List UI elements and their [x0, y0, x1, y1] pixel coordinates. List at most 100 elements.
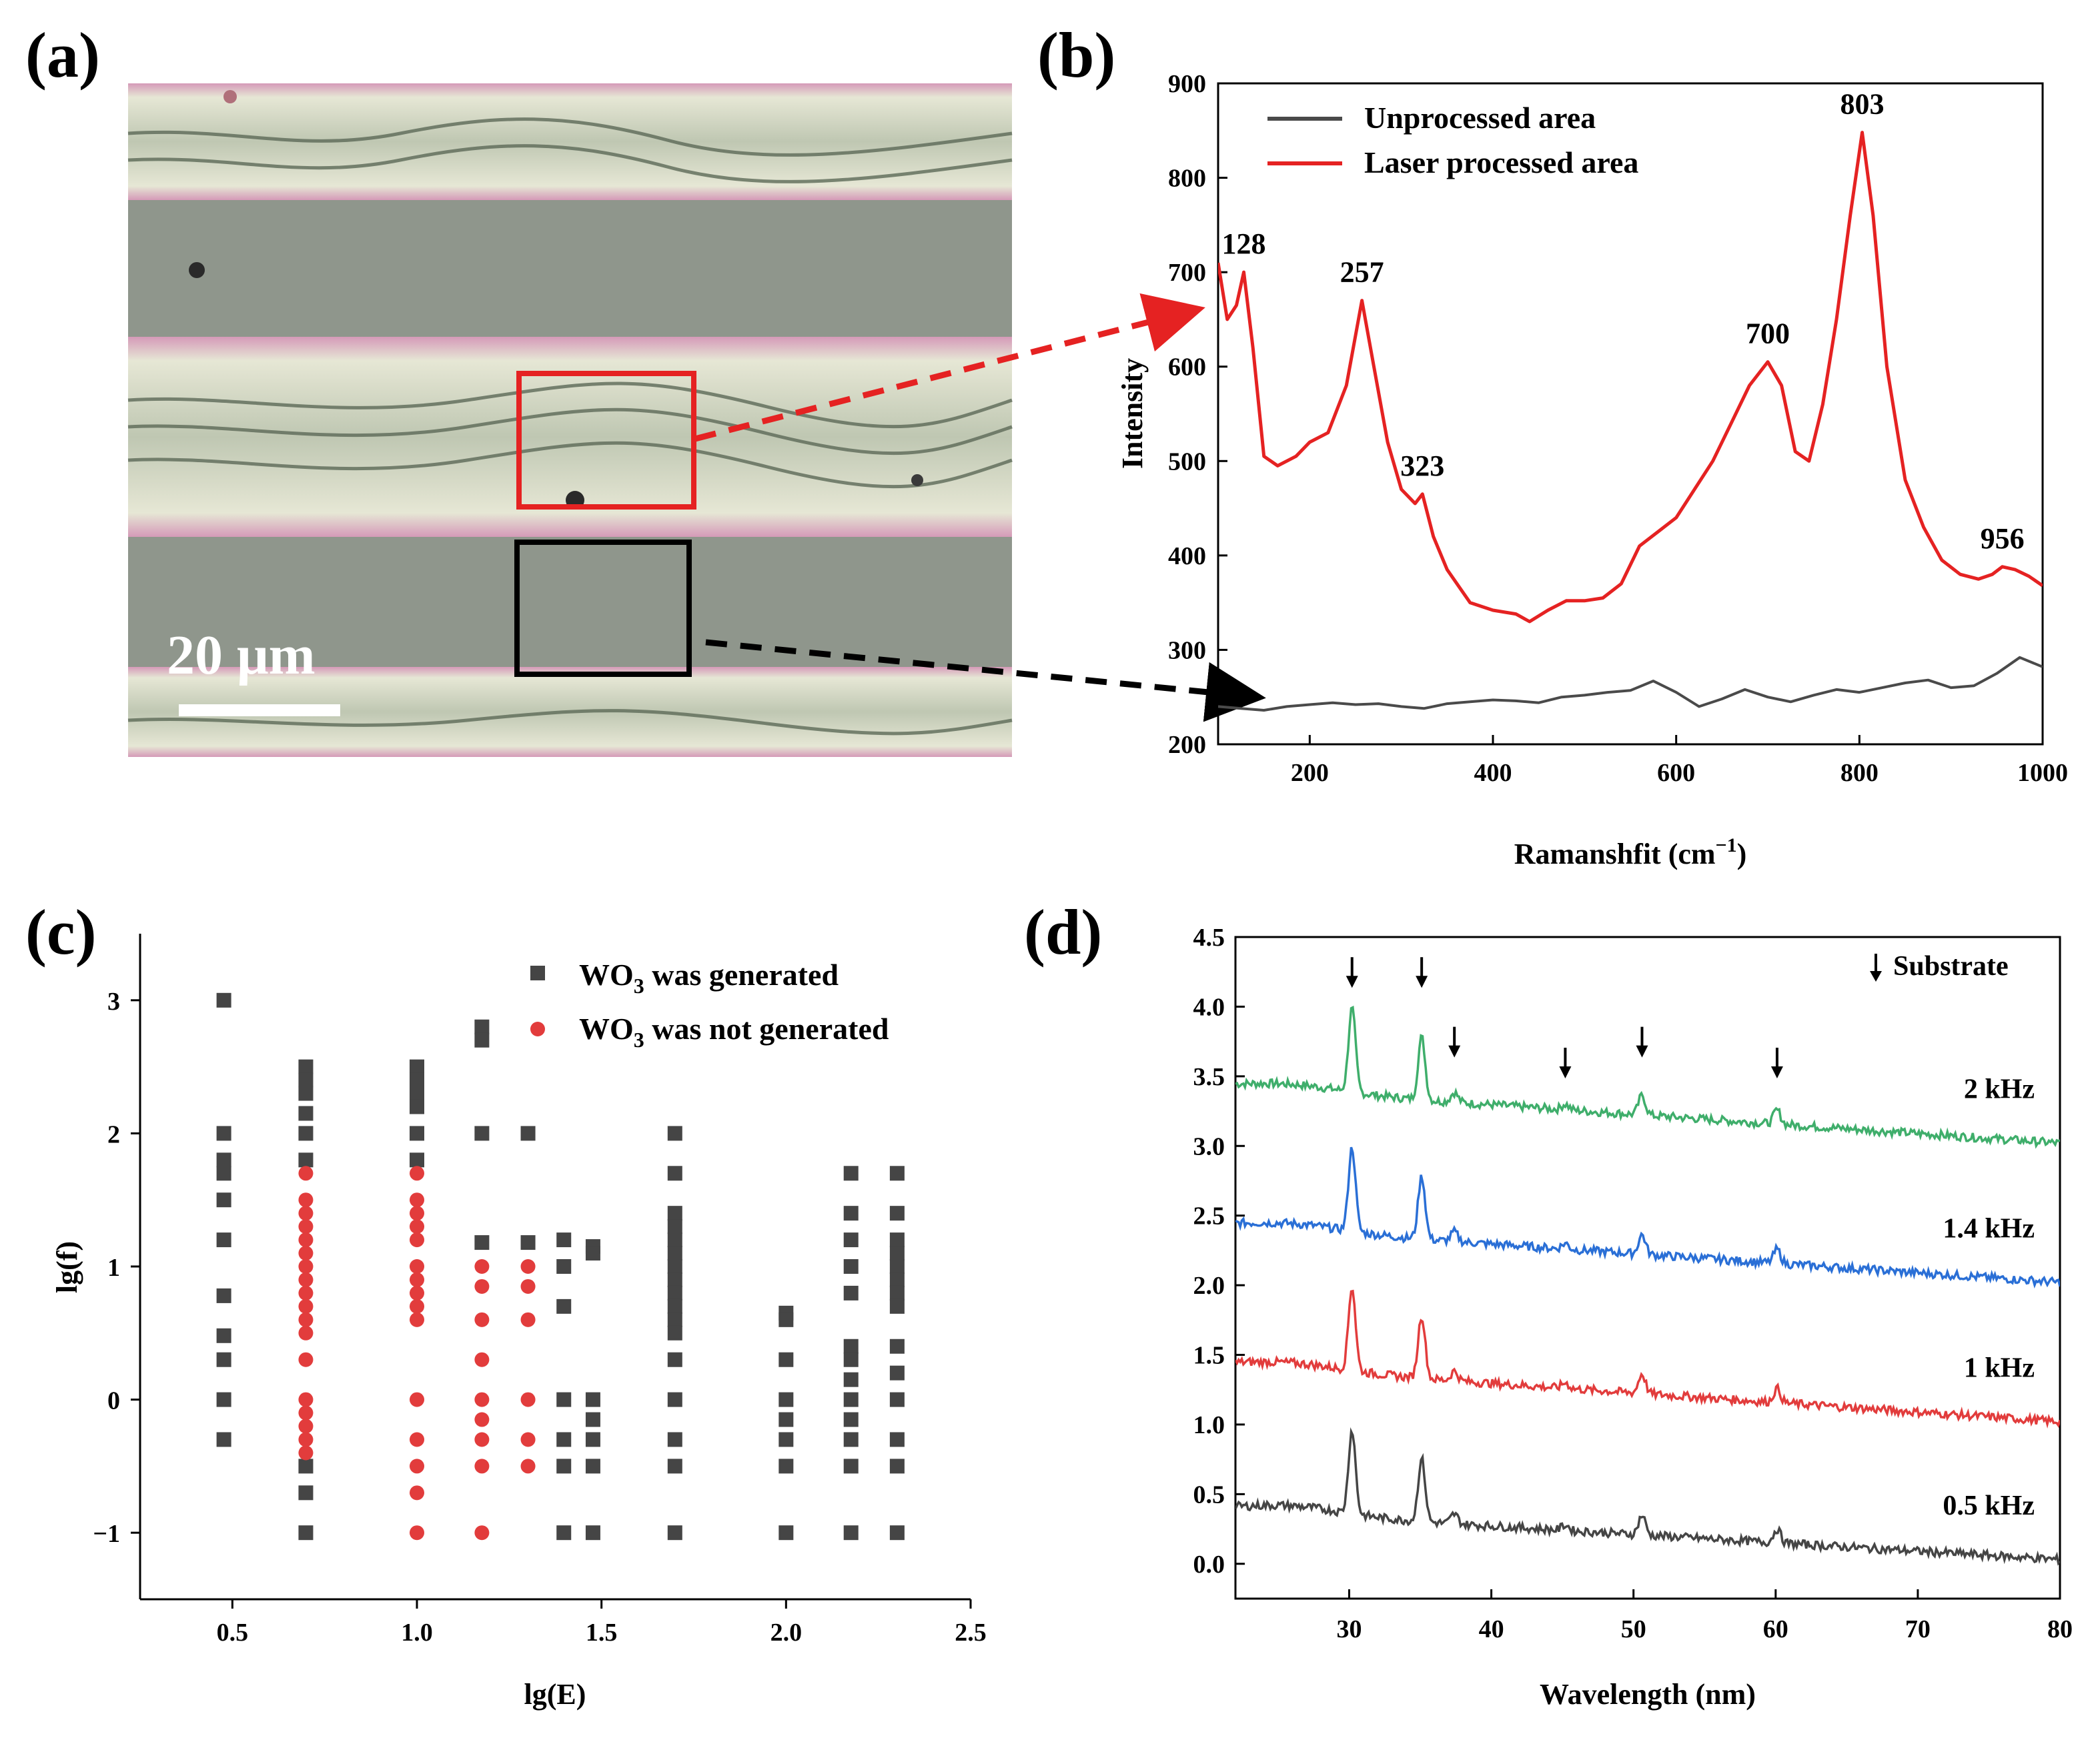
raman-peak-label: 956	[1981, 522, 2025, 555]
scatter-point-generated	[889, 1459, 905, 1474]
scatter-point-generated	[410, 1126, 424, 1141]
scatter-point-not-generated	[298, 1325, 314, 1341]
scatter-point-generated	[667, 1352, 682, 1367]
scatter-point-generated	[556, 1432, 572, 1447]
scatter-point-generated	[667, 1312, 682, 1327]
unprocessed-link-arrow	[705, 639, 1266, 722]
scatter-x-axis-label: lg(E)	[524, 1678, 586, 1711]
scatter-y-tick-label: −1	[93, 1520, 120, 1548]
legend-label-unprocessed: Unprocessed area	[1364, 101, 1596, 135]
scatter-point-generated	[585, 1246, 600, 1261]
scatter-point-not-generated	[298, 1445, 314, 1461]
scatter-point-generated	[520, 1235, 536, 1250]
scatter-point-not-generated	[410, 1392, 424, 1407]
scatter-point-generated	[474, 1126, 490, 1141]
scatter-point-generated	[889, 1365, 905, 1381]
scatter-x-tick-label: 2.0	[770, 1619, 803, 1647]
scatter-point-generated	[843, 1206, 859, 1221]
scatter-point-generated	[474, 1235, 490, 1250]
scatter-point-generated	[556, 1459, 572, 1474]
scatter-point-generated	[298, 1072, 314, 1088]
scatter-point-not-generated	[520, 1432, 536, 1447]
legend-substrate-label: Substrate	[1893, 951, 2009, 982]
scatter-point-generated	[889, 1298, 905, 1314]
scatter-point-generated	[889, 1285, 905, 1300]
scatter-point-generated	[410, 1099, 424, 1114]
raman-y-tick-label: 600	[1168, 353, 1206, 381]
scatter-point-not-generated	[410, 1232, 424, 1248]
scatter-point-generated	[778, 1412, 794, 1427]
scatter-x-tick-label: 2.5	[955, 1619, 987, 1647]
scatter-point-generated	[667, 1298, 682, 1314]
xrd-x-tick-label: 40	[1479, 1615, 1504, 1643]
micrograph: 20 μm	[127, 83, 1013, 757]
xrd-series-label: 2 kHz	[1964, 1074, 2035, 1105]
xrd-y-tick-label: 4.0	[1193, 993, 1225, 1021]
scatter-point-not-generated	[410, 1272, 424, 1287]
scatter-point-generated	[520, 1126, 536, 1141]
scatter-point-generated	[843, 1259, 859, 1274]
xrd-y-tick-label: 1.5	[1193, 1342, 1225, 1370]
raman-x-tick-label: 200	[1291, 759, 1329, 787]
scatter-point-generated	[667, 1219, 682, 1234]
scatter-point-not-generated	[474, 1459, 490, 1474]
scatter-point-not-generated	[298, 1312, 314, 1327]
scatter-point-generated	[585, 1525, 600, 1541]
scatter-point-generated	[843, 1232, 859, 1248]
scatter-point-generated	[843, 1339, 859, 1354]
scatter-point-not-generated	[298, 1259, 314, 1274]
substrate-arrow-icon	[1559, 1066, 1572, 1078]
scatter-point-generated	[298, 1126, 314, 1141]
scatter-point-generated	[556, 1298, 572, 1314]
raman-plot: 200 400 600 800 1000 200 300 400 500 600 700 800 900…	[1116, 70, 2068, 870]
raman-peak-label: 803	[1840, 88, 1884, 121]
scatter-x-tick-label: 1.0	[401, 1619, 433, 1647]
scatter-point-generated	[216, 1192, 231, 1208]
raman-y-tick-label: 200	[1168, 731, 1206, 759]
scatter-point-not-generated	[298, 1405, 314, 1421]
xrd-series-label: 0.5 kHz	[1943, 1491, 2035, 1521]
scatter-point-generated	[667, 1206, 682, 1221]
scatter-point-generated	[585, 1412, 600, 1427]
scatter-point-generated	[216, 1232, 231, 1248]
scatter-point-generated	[298, 1059, 314, 1074]
scatter-point-not-generated	[410, 1285, 424, 1300]
scatter-point-not-generated	[298, 1298, 314, 1314]
scatter-point-not-generated	[410, 1459, 424, 1474]
scatter-point-generated	[843, 1392, 859, 1407]
scatter-legend: WO3 was generated WO3 was not generated	[530, 958, 889, 1052]
raman-y-tick-label: 300	[1168, 636, 1206, 664]
panel-label-d: (d)	[1024, 896, 1102, 968]
scatter-point-generated	[667, 1459, 682, 1474]
scatter-point-not-generated	[410, 1206, 424, 1221]
raman-legend: Unprocessed area Laser processed area	[1267, 101, 1638, 179]
xrd-series-line	[1235, 1289, 2060, 1429]
xrd-series-line	[1235, 1005, 2060, 1149]
scatter-point-not-generated	[298, 1206, 314, 1221]
scatter-y-tick-label: 2	[107, 1120, 120, 1148]
scatter-point-generated	[843, 1412, 859, 1427]
scatter-point-generated	[298, 1485, 314, 1501]
xrd-series-label: 1.4 kHz	[1943, 1214, 2035, 1244]
scatter-point-not-generated	[298, 1219, 314, 1234]
scatter-point-generated	[585, 1432, 600, 1447]
scatter-point-generated	[216, 1352, 231, 1367]
scatter-point-not-generated	[410, 1432, 424, 1447]
raman-x-tick-label: 400	[1474, 759, 1512, 787]
substrate-arrow-icon	[1448, 1045, 1461, 1058]
raman-x-axis-label: Ramanshfit (cm−1)	[1514, 834, 1747, 870]
panel-label-b: (b)	[1037, 19, 1115, 91]
scatter-point-generated	[778, 1392, 794, 1407]
xrd-plot-frame	[1234, 936, 2061, 1600]
scatter-point-generated	[778, 1459, 794, 1474]
scatter-point-not-generated	[474, 1312, 490, 1327]
scatter-point-generated	[667, 1259, 682, 1274]
scatter-point-generated	[889, 1392, 905, 1407]
scatter-point-generated	[778, 1312, 794, 1327]
scatter-point-not-generated	[410, 1312, 424, 1327]
scale-bar-label: 20 μm	[167, 624, 316, 686]
scatter-point-generated	[410, 1059, 424, 1074]
raman-peak-label: 700	[1746, 317, 1790, 350]
scatter-point-not-generated	[298, 1272, 314, 1287]
